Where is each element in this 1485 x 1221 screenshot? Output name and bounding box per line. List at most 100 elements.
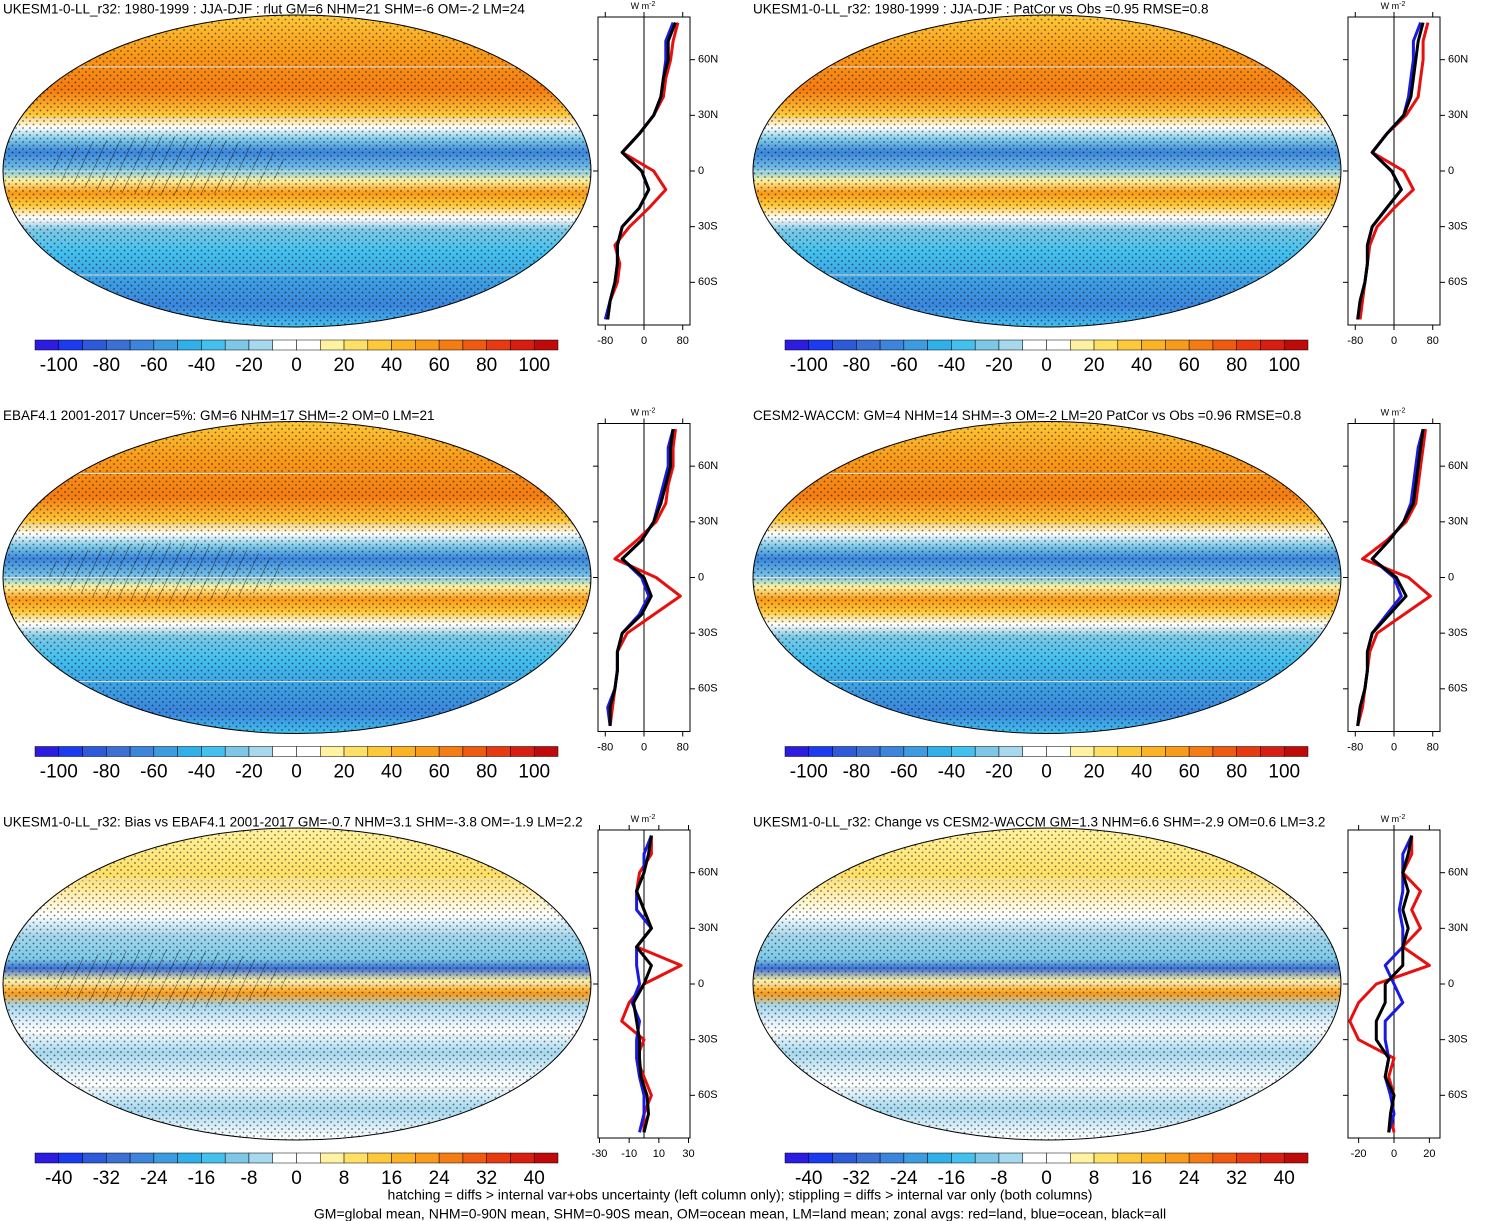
colorbar-box: [129, 339, 155, 351]
colorbar-box: [391, 1152, 416, 1164]
colorbar-box: [1141, 746, 1166, 757]
colorbar-box: [296, 746, 321, 757]
colorbar-label: 0: [291, 1168, 302, 1189]
zonal-mean-line: [1356, 428, 1425, 727]
colorbar-label: 80: [1226, 355, 1247, 376]
colorbar-box: [391, 746, 416, 757]
unit-label: W m-2: [631, 814, 656, 825]
colorbar-box: [951, 1152, 976, 1164]
unit-base: W m: [1381, 408, 1400, 418]
colorbar-box: [34, 746, 60, 757]
colorbar-box: [974, 339, 1000, 351]
colorbar-box: [272, 1152, 297, 1164]
zonal-mean-line: [620, 835, 683, 1133]
panel: UKESM1-0-LL_r32: 1980-1999 : JJA-DJF : P…: [752, 1, 1468, 376]
colorbar-box: [106, 1152, 131, 1164]
y-tick-label: 30S: [698, 1034, 718, 1046]
colorbar-label: 20: [1083, 762, 1104, 783]
colorbar-box: [106, 339, 131, 351]
panel-title: UKESM1-0-LL_r32: Bias vs EBAF4.1 2001-20…: [3, 815, 583, 830]
unit-label: W m-2: [1381, 407, 1406, 418]
colorbar-box: [462, 339, 487, 351]
panel-title: UKESM1-0-LL_r32: 1980-1999 : JJA-DJF : P…: [753, 2, 1208, 17]
map-hatching: [47, 136, 287, 196]
panel: UKESM1-0-LL_r32: Bias vs EBAF4.1 2001-20…: [2, 814, 718, 1189]
colorbar-label: 24: [429, 1168, 451, 1189]
colorbar-box: [927, 1152, 952, 1164]
unit-base: W m: [631, 408, 650, 418]
colorbar-box: [808, 1152, 833, 1164]
colorbar-label: -60: [890, 762, 917, 783]
colorbar-label: -24: [140, 1168, 168, 1189]
colorbar-label: 40: [524, 1168, 545, 1189]
colorbar-label: -8: [241, 1168, 258, 1189]
unit-base: W m: [631, 1, 650, 11]
colorbar-box: [1046, 746, 1071, 757]
colorbar-label: -80: [843, 762, 870, 783]
colorbar-label: 32: [1226, 1168, 1247, 1189]
colorbar-box: [153, 339, 178, 351]
unit-exponent: -2: [1399, 407, 1405, 414]
colorbar-box: [320, 746, 345, 757]
colorbar-label: 0: [291, 355, 302, 376]
zonal-mean-line: [1356, 22, 1425, 320]
y-tick-label: 60S: [1448, 276, 1468, 288]
colorbar-box: [343, 746, 369, 757]
colorbar-box: [784, 1152, 810, 1164]
colorbar-box: [296, 339, 321, 351]
colorbar-box: [903, 339, 928, 351]
colorbar-box: [1070, 339, 1095, 351]
y-tick-label: 0: [1448, 978, 1454, 990]
colorbar-box: [1236, 1152, 1261, 1164]
colorbar-label: 20: [1083, 355, 1104, 376]
x-tick-label: -20: [1351, 1148, 1367, 1160]
unit-base: W m: [631, 814, 650, 824]
colorbar-box: [224, 339, 250, 351]
colorbar-box: [856, 1152, 881, 1164]
x-tick-label: -80: [597, 335, 613, 347]
x-tick-label: 30: [682, 1148, 694, 1160]
colorbar-label: 20: [333, 762, 354, 783]
colorbar-box: [201, 339, 226, 351]
colorbar-box: [1165, 1152, 1190, 1164]
colorbar-label: 16: [1131, 1168, 1152, 1189]
panel: UKESM1-0-LL_r32: Change vs CESM2-WACCM G…: [752, 814, 1468, 1189]
colorbar-box: [1212, 746, 1237, 757]
y-tick-label: 30S: [1448, 1034, 1468, 1046]
colorbar-box: [879, 1152, 905, 1164]
colorbar-box: [808, 746, 833, 757]
x-tick-label: 0: [1391, 335, 1397, 347]
colorbar-label: 40: [1131, 762, 1152, 783]
zonal-mean-line: [1356, 428, 1425, 727]
colorbar-label: -24: [890, 1168, 918, 1189]
y-tick-label: 30N: [1448, 922, 1468, 934]
colorbar-box: [533, 339, 559, 351]
y-tick-label: 0: [1448, 571, 1454, 583]
map-outline: [2, 421, 592, 734]
colorbar-box: [1046, 1152, 1071, 1164]
colorbar-box: [248, 339, 273, 351]
colorbar-label: -40: [188, 355, 215, 376]
colorbar-box: [533, 746, 559, 757]
colorbar-box: [486, 339, 511, 351]
colorbar-box: [1022, 746, 1047, 757]
colorbar-label: 16: [381, 1168, 402, 1189]
colorbar-label: 60: [429, 762, 450, 783]
colorbar-box: [82, 746, 107, 757]
colorbar-label: 0: [291, 762, 302, 783]
colorbar-box: [153, 746, 178, 757]
colorbar-label: -100: [40, 762, 78, 783]
y-tick-label: 30N: [1448, 109, 1468, 121]
colorbar-label: -60: [140, 355, 167, 376]
colorbar-label: 40: [1274, 1168, 1295, 1189]
colorbar-box: [856, 339, 881, 351]
y-tick-label: 60N: [698, 54, 718, 66]
colorbar-box: [177, 339, 202, 351]
colorbar-label: 8: [339, 1168, 350, 1189]
y-tick-label: 30S: [698, 627, 718, 639]
x-tick-label: -80: [1347, 741, 1363, 753]
colorbar-label: -8: [991, 1168, 1008, 1189]
colorbar-box: [927, 746, 952, 757]
colorbar-box: [1212, 339, 1237, 351]
colorbar-label: 24: [1179, 1168, 1201, 1189]
